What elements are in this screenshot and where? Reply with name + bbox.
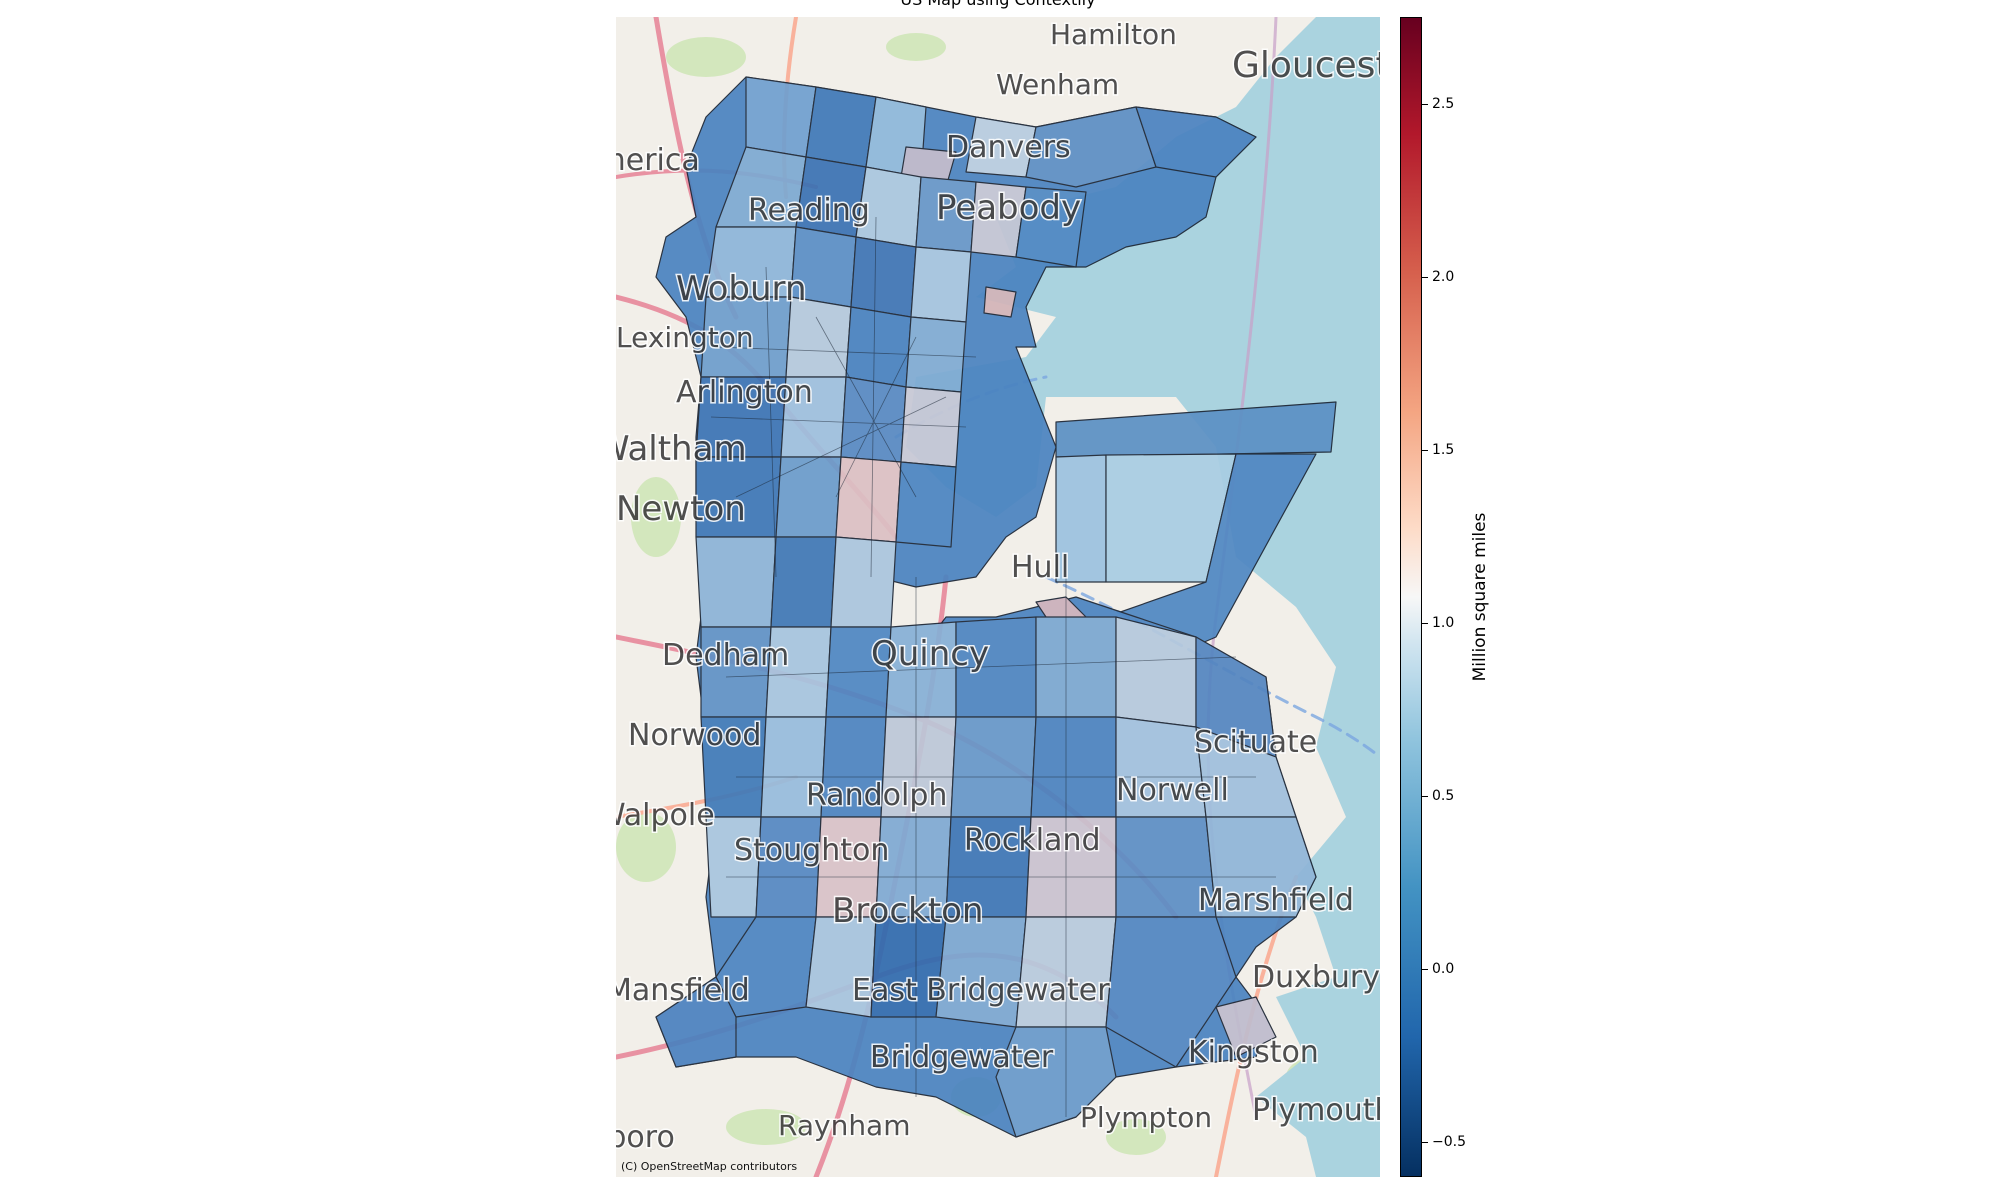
tract-polygon[interactable] — [655, 976, 737, 1068]
tract-polygon[interactable] — [915, 176, 977, 253]
tract-polygon[interactable] — [755, 816, 822, 918]
tract-polygon[interactable] — [695, 456, 782, 538]
tract-polygon[interactable] — [700, 716, 767, 818]
tract-polygon[interactable] — [965, 116, 1037, 178]
tract-boundaries — [710, 216, 1276, 1117]
tract-polygon[interactable] — [845, 306, 912, 388]
tract-polygon[interactable] — [775, 456, 842, 538]
tract-polygon[interactable] — [875, 816, 952, 918]
tract-polygon[interactable] — [1055, 454, 1107, 583]
colorbar-tick-label: 0.0 — [1432, 961, 1455, 978]
tract-polygon[interactable] — [820, 716, 887, 818]
tract-polygon[interactable] — [1115, 616, 1197, 728]
tract-polygon[interactable] — [700, 626, 772, 718]
map-canvas[interactable]: Hamilton Gloucester Wenham Danvers Ameri… — [616, 17, 1380, 1177]
colorbar-tick-label: 2.5 — [1432, 95, 1455, 112]
tract-polygon[interactable] — [1115, 816, 1217, 918]
tract-polygon[interactable] — [790, 226, 857, 308]
tract-polygon[interactable] — [835, 456, 902, 543]
tract-polygon[interactable] — [770, 536, 837, 628]
colorbar-ticks: −0.5 0.0 0.5 1.0 1.5 2.0 2.5 — [1422, 17, 1542, 1177]
tract-polygon[interactable] — [805, 916, 877, 1018]
map-title: US Map using Contextily — [616, 0, 1380, 9]
map-attribution: (C) OpenStreetMap contributors — [621, 1160, 798, 1173]
tract-polygon[interactable] — [1135, 106, 1257, 178]
colorbar-tick-label: 1.0 — [1432, 614, 1455, 631]
tract-layer — [655, 76, 1337, 1138]
tract-polygon[interactable] — [880, 716, 957, 818]
tract-polygon[interactable] — [955, 616, 1037, 718]
tract-polygon[interactable] — [795, 156, 867, 238]
tract-polygon[interactable] — [760, 716, 827, 818]
tract-polygon[interactable] — [855, 166, 922, 248]
tract-polygon[interactable] — [895, 461, 957, 548]
tract-polygon[interactable] — [995, 1026, 1117, 1138]
colorbar-tick-label: 1.5 — [1432, 441, 1455, 458]
tract-polygon[interactable] — [1205, 816, 1317, 918]
tract-polygon[interactable] — [830, 536, 897, 628]
tract-polygon[interactable] — [950, 716, 1037, 818]
tract-polygon[interactable] — [1115, 716, 1207, 818]
tract-polygon[interactable] — [1105, 916, 1237, 1068]
tract-polygon[interactable] — [1015, 186, 1087, 268]
tract-polygon[interactable] — [765, 626, 832, 718]
colorbar-tick-label: 0.5 — [1432, 788, 1455, 805]
colorbar — [1400, 17, 1422, 1177]
tract-polygon[interactable] — [1025, 816, 1117, 918]
tract-polygon[interactable] — [815, 816, 882, 918]
tract-polygon[interactable] — [983, 286, 1017, 318]
tract-polygon[interactable] — [805, 86, 877, 168]
tract-polygon[interactable] — [745, 76, 817, 158]
tract-polygon[interactable] — [1030, 716, 1117, 818]
tract-polygon[interactable] — [785, 296, 852, 378]
tract-polygon[interactable] — [850, 236, 917, 318]
tract-polygon[interactable] — [695, 376, 787, 458]
tract-polygon[interactable] — [1035, 616, 1117, 718]
tract-polygon[interactable] — [1025, 106, 1157, 188]
choropleth-map[interactable] — [616, 17, 1380, 1177]
tract-polygon[interactable] — [1055, 401, 1337, 458]
tract-polygon[interactable] — [780, 376, 847, 458]
tract-polygon[interactable] — [945, 816, 1032, 918]
tract-polygon[interactable] — [935, 916, 1027, 1028]
tract-polygon[interactable] — [705, 816, 762, 918]
tract-polygon[interactable] — [910, 246, 972, 323]
tract-polygon[interactable] — [695, 536, 777, 628]
tract-polygon[interactable] — [1215, 996, 1277, 1058]
tract-polygon[interactable] — [705, 226, 797, 298]
tract-polygon[interactable] — [700, 296, 792, 378]
colorbar-tick-label: 2.0 — [1432, 268, 1455, 285]
tract-polygon[interactable] — [870, 916, 947, 1018]
tract-polygon[interactable] — [900, 386, 962, 468]
colorbar-tick-label: −0.5 — [1432, 1134, 1466, 1151]
colorbar-label: Million square miles — [1470, 512, 1490, 682]
